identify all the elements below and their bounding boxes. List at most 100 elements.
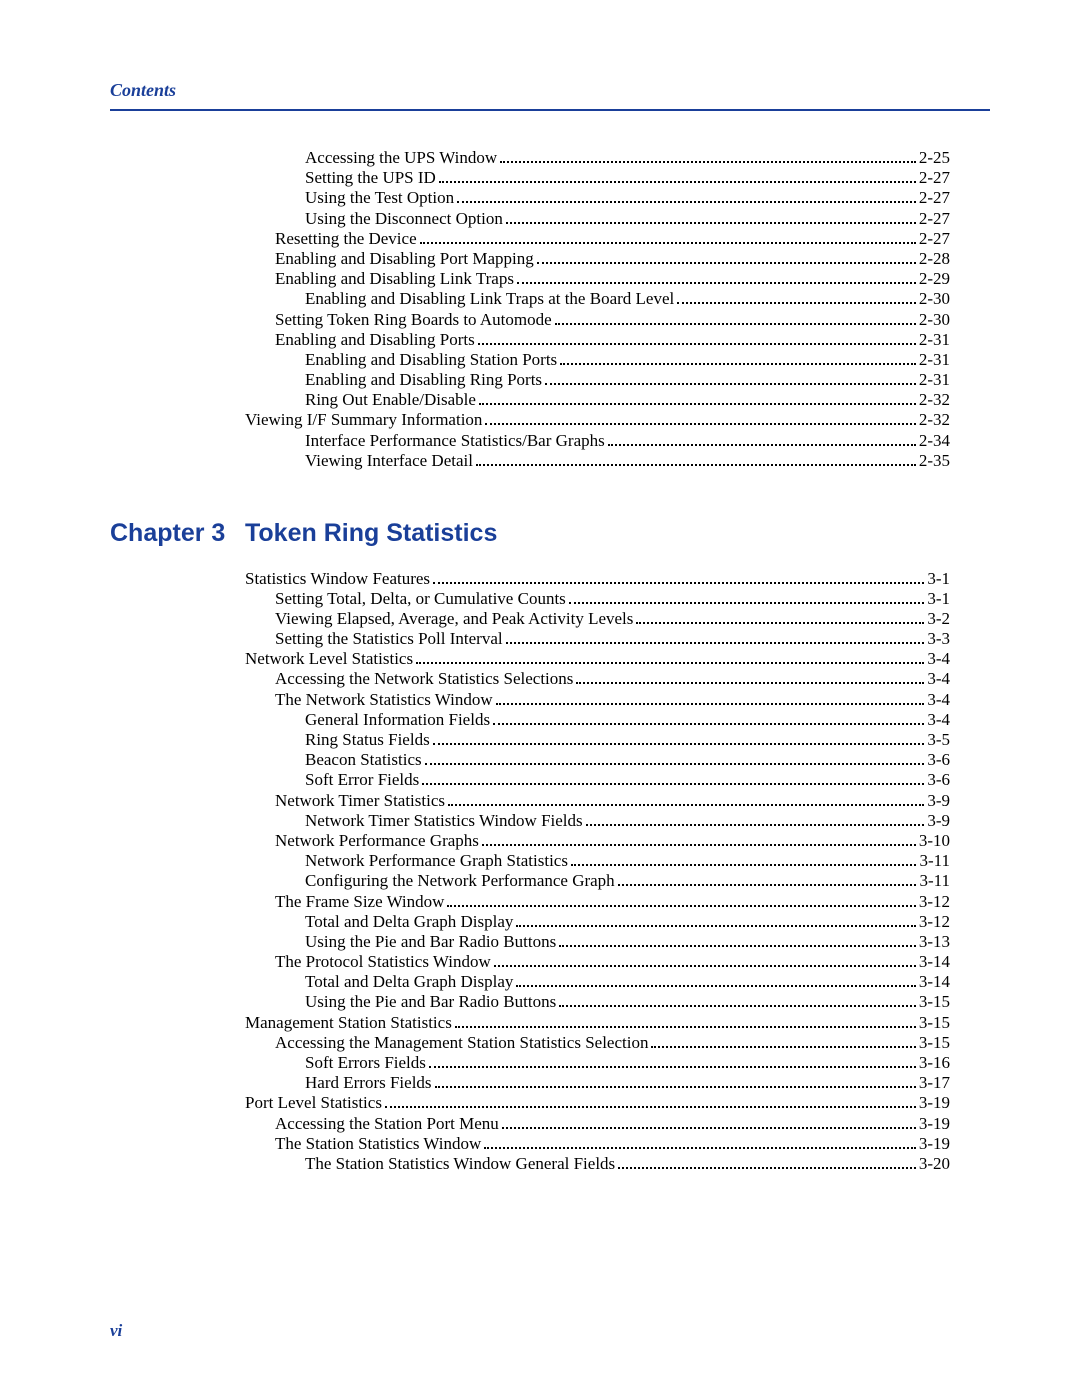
toc-entry[interactable]: Setting Total, Delta, or Cumulative Coun… (245, 590, 950, 609)
toc-entry-page: 2-30 (919, 311, 950, 330)
toc-entry[interactable]: The Frame Size Window3-12 (245, 893, 950, 912)
toc-entry[interactable]: Soft Errors Fields3-16 (245, 1054, 950, 1073)
toc-leader-dots (416, 662, 924, 664)
toc-entry-page: 2-34 (919, 432, 950, 451)
toc-entry[interactable]: Setting the UPS ID2-27 (245, 169, 950, 188)
toc-entry-title: Using the Test Option (305, 189, 454, 208)
toc-entry[interactable]: Enabling and Disabling Link Traps2-29 (245, 270, 950, 289)
toc-leader-dots (618, 884, 917, 886)
toc-entry[interactable]: Port Level Statistics3-19 (245, 1094, 950, 1113)
toc-leader-dots (571, 864, 917, 866)
toc-entry-title: Viewing I/F Summary Information (245, 411, 482, 430)
toc-entry-page: 3-20 (919, 1155, 950, 1174)
toc-entry[interactable]: Beacon Statistics3-6 (245, 751, 950, 770)
toc-entry[interactable]: Statistics Window Features3-1 (245, 570, 950, 589)
toc-entry[interactable]: Total and Delta Graph Display3-12 (245, 913, 950, 932)
toc-entry[interactable]: Total and Delta Graph Display3-14 (245, 973, 950, 992)
toc-entry[interactable]: Network Level Statistics 3-4 (245, 650, 950, 669)
toc-entry-page: 2-30 (919, 290, 950, 309)
toc-entry[interactable]: Interface Performance Statistics/Bar Gra… (245, 432, 950, 451)
toc-entry[interactable]: Ring Out Enable/Disable 2-32 (245, 391, 950, 410)
toc-entry[interactable]: Setting the Statistics Poll Interval3-3 (245, 630, 950, 649)
toc-entry-page: 3-16 (919, 1054, 950, 1073)
toc-leader-dots (484, 1147, 916, 1149)
toc-entry-page: 2-27 (919, 169, 950, 188)
toc-entry[interactable]: The Station Statistics Window General Fi… (245, 1155, 950, 1174)
toc-entry[interactable]: Using the Pie and Bar Radio Buttons3-15 (245, 993, 950, 1012)
toc-entry-page: 3-4 (927, 650, 950, 669)
toc-entry-page: 3-5 (927, 731, 950, 750)
toc-leader-dots (559, 1005, 916, 1007)
toc-entry[interactable]: Resetting the Device2-27 (245, 230, 950, 249)
toc-entry-page: 3-6 (927, 771, 950, 790)
toc-entry-page: 3-2 (927, 610, 950, 629)
toc-entry[interactable]: The Network Statistics Window3-4 (245, 691, 950, 710)
toc-entry-title: Setting Token Ring Boards to Automode (275, 311, 552, 330)
toc-entry-page: 3-19 (919, 1094, 950, 1113)
toc-leader-dots (586, 824, 925, 826)
toc-entry[interactable]: The Protocol Statistics Window3-14 (245, 953, 950, 972)
chapter-title: Token Ring Statistics (245, 519, 497, 548)
toc-entry-page: 3-4 (927, 691, 950, 710)
toc-entry-title: Configuring the Network Performance Grap… (305, 872, 615, 891)
toc-entry-title: General Information Fields (305, 711, 490, 730)
toc-entry-title: Using the Pie and Bar Radio Buttons (305, 933, 556, 952)
toc-entry-title: Viewing Elapsed, Average, and Peak Activ… (275, 610, 633, 629)
chapter-number: Chapter 3 (110, 519, 245, 548)
toc-entry[interactable]: Network Performance Graph Statistics3-11 (245, 852, 950, 871)
toc-leader-dots (651, 1046, 915, 1048)
toc-leader-dots (500, 161, 916, 163)
toc-entry-title: Network Timer Statistics Window Fields (305, 812, 583, 831)
toc-entry-page: 3-4 (927, 670, 950, 689)
toc-entry[interactable]: Using the Disconnect Option2-27 (245, 210, 950, 229)
toc-entry[interactable]: Using the Test Option 2-27 (245, 189, 950, 208)
toc-entry[interactable]: Accessing the Network Statistics Selecti… (245, 670, 950, 689)
toc-leader-dots (516, 985, 915, 987)
toc-entry[interactable]: Management Station Statistics3-15 (245, 1014, 950, 1033)
toc-entry[interactable]: Accessing the Management Station Statist… (245, 1034, 950, 1053)
chapter-heading: Chapter 3 Token Ring Statistics (110, 519, 990, 548)
toc-section-continued: Accessing the UPS Window2-25Setting the … (245, 149, 950, 471)
toc-entry[interactable]: The Station Statistics Window3-19 (245, 1135, 950, 1154)
toc-entry-title: Interface Performance Statistics/Bar Gra… (305, 432, 605, 451)
toc-leader-dots (517, 282, 916, 284)
toc-entry[interactable]: Accessing the Station Port Menu3-19 (245, 1115, 950, 1134)
toc-entry[interactable]: General Information Fields3-4 (245, 711, 950, 730)
toc-entry-title: Ring Out Enable/Disable (305, 391, 476, 410)
toc-entry[interactable]: Accessing the UPS Window2-25 (245, 149, 950, 168)
toc-entry[interactable]: Ring Status Fields3-5 (245, 731, 950, 750)
toc-entry[interactable]: Enabling and Disabling Link Traps at the… (245, 290, 950, 309)
toc-leader-dots (433, 582, 924, 584)
toc-entry[interactable]: Setting Token Ring Boards to Automode 2-3… (245, 311, 950, 330)
toc-entry[interactable]: Network Timer Statistics Window Fields3-… (245, 812, 950, 831)
toc-leader-dots (636, 622, 924, 624)
toc-entry[interactable]: Configuring the Network Performance Grap… (245, 872, 950, 891)
toc-entry-title: Using the Disconnect Option (305, 210, 503, 229)
toc-entry[interactable]: Enabling and Disabling Ports2-31 (245, 331, 950, 350)
toc-entry[interactable]: Using the Pie and Bar Radio Buttons3-13 (245, 933, 950, 952)
toc-entry[interactable]: Enabling and Disabling Port Mapping2-28 (245, 250, 950, 269)
toc-leader-dots (478, 343, 916, 345)
page-number: vi (110, 1321, 122, 1341)
toc-entry-page: 3-12 (919, 913, 950, 932)
toc-entry[interactable]: Viewing Interface Detail2-35 (245, 452, 950, 471)
toc-entry-page: 2-32 (919, 391, 950, 410)
toc-entry-title: The Station Statistics Window General Fi… (305, 1155, 615, 1174)
toc-entry-title: Network Timer Statistics (275, 792, 445, 811)
toc-entry[interactable]: Enabling and Disabling Ring Ports2-31 (245, 371, 950, 390)
toc-entry[interactable]: Viewing Elapsed, Average, and Peak Activ… (245, 610, 950, 629)
toc-entry-title: The Station Statistics Window (275, 1135, 481, 1154)
toc-entry-title: Network Level Statistics (245, 650, 413, 669)
toc-entry-page: 2-27 (919, 230, 950, 249)
toc-entry[interactable]: Enabling and Disabling Station Ports2-31 (245, 351, 950, 370)
toc-entry[interactable]: Network Timer Statistics3-9 (245, 792, 950, 811)
toc-entry-page: 3-1 (927, 590, 950, 609)
toc-entry[interactable]: Hard Errors Fields3-17 (245, 1074, 950, 1093)
toc-entry[interactable]: Network Performance Graphs3-10 (245, 832, 950, 851)
toc-entry-page: 2-27 (919, 189, 950, 208)
toc-entry-title: Enabling and Disabling Ports (275, 331, 475, 350)
toc-leader-dots (506, 222, 916, 224)
toc-leader-dots (576, 682, 924, 684)
toc-entry[interactable]: Viewing I/F Summary Information2-32 (245, 411, 950, 430)
toc-entry[interactable]: Soft Error Fields3-6 (245, 771, 950, 790)
